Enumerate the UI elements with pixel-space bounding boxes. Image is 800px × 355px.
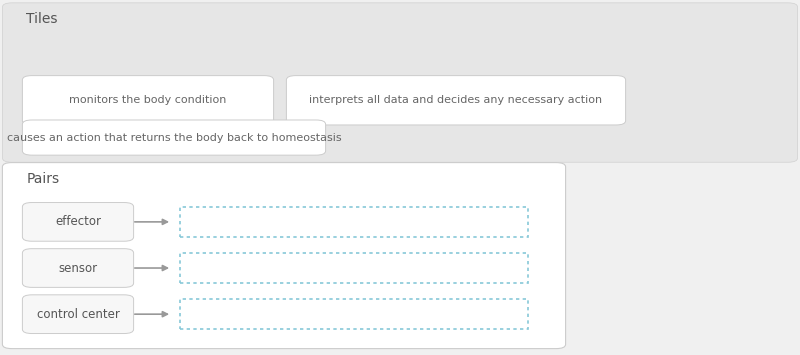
FancyBboxPatch shape (22, 76, 274, 125)
FancyBboxPatch shape (22, 248, 134, 288)
Text: monitors the body condition: monitors the body condition (70, 95, 226, 105)
Text: sensor: sensor (58, 262, 98, 274)
Text: causes an action that returns the body back to homeostasis: causes an action that returns the body b… (6, 132, 342, 143)
FancyBboxPatch shape (180, 253, 528, 283)
Text: control center: control center (37, 308, 119, 321)
Text: effector: effector (55, 215, 101, 228)
FancyBboxPatch shape (22, 120, 326, 155)
FancyBboxPatch shape (2, 163, 566, 349)
FancyBboxPatch shape (22, 295, 134, 334)
Text: Tiles: Tiles (26, 12, 58, 26)
FancyBboxPatch shape (2, 3, 798, 162)
Text: Pairs: Pairs (26, 172, 59, 186)
FancyBboxPatch shape (22, 202, 134, 241)
Text: interprets all data and decides any necessary action: interprets all data and decides any nece… (310, 95, 602, 105)
FancyBboxPatch shape (180, 299, 528, 329)
FancyBboxPatch shape (286, 76, 626, 125)
FancyBboxPatch shape (180, 207, 528, 237)
